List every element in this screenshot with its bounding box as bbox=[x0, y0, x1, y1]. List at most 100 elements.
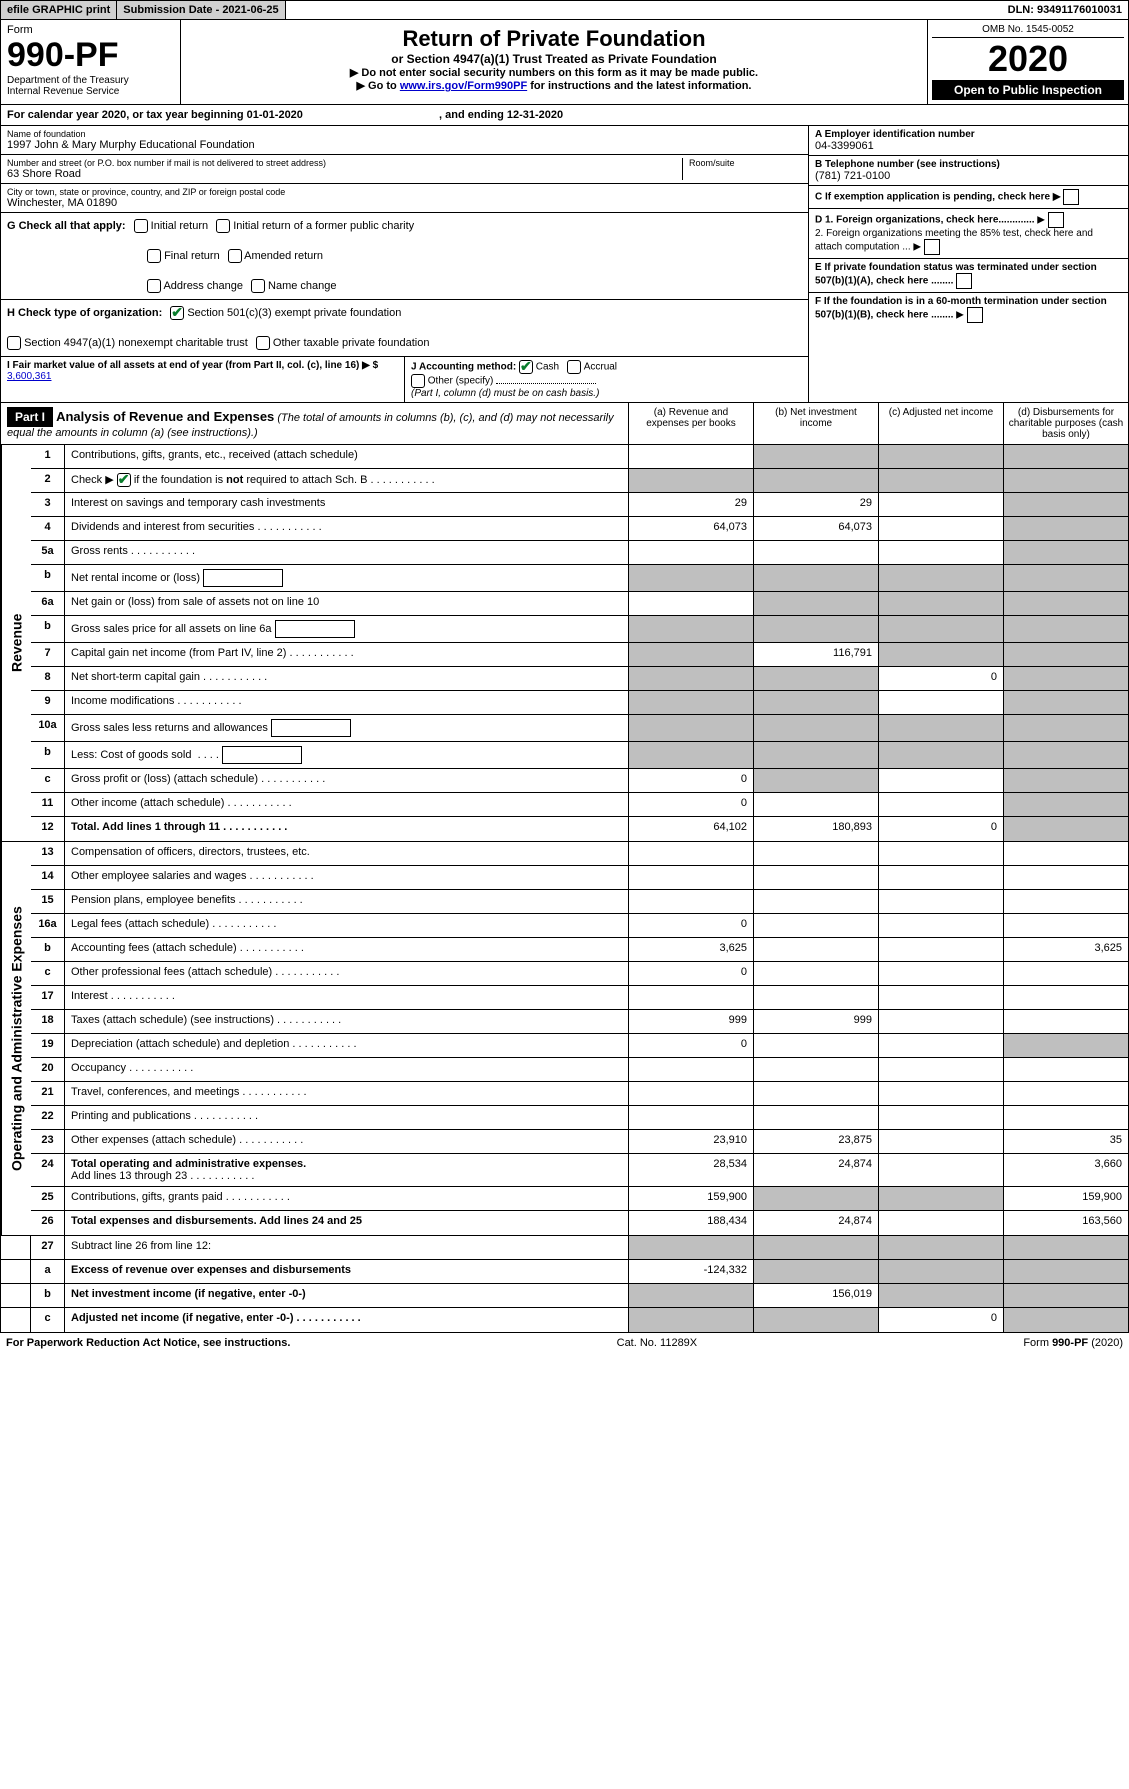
chk-exemption-pending[interactable] bbox=[1063, 189, 1079, 205]
r16a-desc: Legal fees (attach schedule) bbox=[65, 914, 628, 937]
f-label: F If the foundation is in a 60-month ter… bbox=[815, 296, 1107, 321]
h-opt-1: Section 501(c)(3) exempt private foundat… bbox=[187, 307, 401, 319]
chk-name-change[interactable] bbox=[251, 279, 265, 293]
r22-num: 22 bbox=[31, 1106, 65, 1129]
r3-desc: Interest on savings and temporary cash i… bbox=[65, 493, 628, 516]
r5b-desc: Net rental income or (loss) bbox=[65, 565, 628, 591]
form-label: Form bbox=[7, 24, 174, 36]
d1-label: D 1. Foreign organizations, check here..… bbox=[815, 215, 1035, 226]
r18-a: 999 bbox=[628, 1010, 753, 1033]
part1-desc: Part I Analysis of Revenue and Expenses … bbox=[1, 403, 628, 444]
r12-c: 0 bbox=[878, 817, 1003, 841]
tel-label: B Telephone number (see instructions) bbox=[815, 159, 1122, 170]
foundation-name: 1997 John & Mary Murphy Educational Foun… bbox=[7, 139, 802, 151]
top-bar: efile GRAPHIC print Submission Date - 20… bbox=[0, 0, 1129, 20]
r23-desc: Other expenses (attach schedule) bbox=[65, 1130, 628, 1153]
chk-final-return[interactable] bbox=[147, 249, 161, 263]
chk-other-method[interactable] bbox=[411, 374, 425, 388]
chk-address-change[interactable] bbox=[147, 279, 161, 293]
submission-date: Submission Date - 2021-06-25 bbox=[117, 1, 285, 19]
r4-a: 64,073 bbox=[628, 517, 753, 540]
r19-a: 0 bbox=[628, 1034, 753, 1057]
r14-desc: Other employee salaries and wages bbox=[65, 866, 628, 889]
r13-num: 13 bbox=[31, 842, 65, 865]
chk-amended-return[interactable] bbox=[228, 249, 242, 263]
r27a-desc: Excess of revenue over expenses and disb… bbox=[65, 1260, 628, 1283]
chk-status-terminated[interactable] bbox=[956, 273, 972, 289]
chk-501c3[interactable] bbox=[170, 306, 184, 320]
address: 63 Shore Road bbox=[7, 168, 682, 180]
h-label: H Check type of organization: bbox=[7, 307, 162, 319]
section-c: C If exemption application is pending, c… bbox=[809, 186, 1128, 209]
chk-cash[interactable] bbox=[519, 360, 533, 374]
r16b-a: 3,625 bbox=[628, 938, 753, 961]
r21-desc: Travel, conferences, and meetings bbox=[65, 1082, 628, 1105]
form-subtitle: or Section 4947(a)(1) Trust Treated as P… bbox=[187, 52, 921, 66]
r7-num: 7 bbox=[31, 643, 65, 666]
r4-b: 64,073 bbox=[753, 517, 878, 540]
r26-b: 24,874 bbox=[753, 1211, 878, 1235]
r8-c: 0 bbox=[878, 667, 1003, 690]
r19-desc: Depreciation (attach schedule) and deple… bbox=[65, 1034, 628, 1057]
r12-desc: Total. Add lines 1 through 11 bbox=[65, 817, 628, 841]
tel-cell: B Telephone number (see instructions) (7… bbox=[809, 156, 1128, 186]
r3-num: 3 bbox=[31, 493, 65, 516]
r16b-num: b bbox=[31, 938, 65, 961]
r16b-d: 3,625 bbox=[1003, 938, 1128, 961]
city-label: City or town, state or province, country… bbox=[7, 187, 802, 197]
calendar-year-row: For calendar year 2020, or tax year begi… bbox=[0, 105, 1129, 126]
section-j: J Accounting method: Cash Accrual Other … bbox=[405, 357, 808, 402]
r6a-num: 6a bbox=[31, 592, 65, 615]
chk-initial-former[interactable] bbox=[216, 219, 230, 233]
info-right: A Employer identification number 04-3399… bbox=[808, 126, 1128, 402]
chk-60-month[interactable] bbox=[967, 307, 983, 323]
r25-a: 159,900 bbox=[628, 1187, 753, 1210]
r27c-num: c bbox=[31, 1308, 65, 1332]
r25-d: 159,900 bbox=[1003, 1187, 1128, 1210]
expenses-section: Operating and Administrative Expenses 13… bbox=[0, 842, 1129, 1236]
irs-link[interactable]: www.irs.gov/Form990PF bbox=[400, 80, 527, 92]
col-d-hdr: (d) Disbursements for charitable purpose… bbox=[1003, 403, 1128, 444]
cal-end: , and ending 12-31-2020 bbox=[439, 109, 563, 121]
r27b-b: 156,019 bbox=[753, 1284, 878, 1307]
r16c-a: 0 bbox=[628, 962, 753, 985]
tel: (781) 721-0100 bbox=[815, 170, 1122, 182]
open-inspection: Open to Public Inspection bbox=[932, 80, 1124, 100]
page-footer: For Paperwork Reduction Act Notice, see … bbox=[0, 1333, 1129, 1353]
r26-desc: Total expenses and disbursements. Add li… bbox=[65, 1211, 628, 1235]
chk-initial-return[interactable] bbox=[134, 219, 148, 233]
omb-number: OMB No. 1545-0052 bbox=[932, 24, 1124, 38]
chk-foreign-85[interactable] bbox=[924, 239, 940, 255]
r7-b: 116,791 bbox=[753, 643, 878, 666]
g-opt-5: Name change bbox=[268, 280, 337, 292]
r27a-a: -124,332 bbox=[628, 1260, 753, 1283]
r22-desc: Printing and publications bbox=[65, 1106, 628, 1129]
address-cell: Number and street (or P.O. box number if… bbox=[1, 155, 808, 184]
r15-num: 15 bbox=[31, 890, 65, 913]
r24-b: 24,874 bbox=[753, 1154, 878, 1186]
r24-a: 28,534 bbox=[628, 1154, 753, 1186]
r6b-desc: Gross sales price for all assets on line… bbox=[65, 616, 628, 642]
instr-ssn: ▶ Do not enter social security numbers o… bbox=[187, 66, 921, 79]
r2-num: 2 bbox=[31, 469, 65, 492]
i-value[interactable]: 3,600,361 bbox=[7, 371, 52, 382]
r3-a: 29 bbox=[628, 493, 753, 516]
r12-b: 180,893 bbox=[753, 817, 878, 841]
r3-b: 29 bbox=[753, 493, 878, 516]
city-cell: City or town, state or province, country… bbox=[1, 184, 808, 213]
header-left: Form 990-PF Department of the Treasury I… bbox=[1, 20, 181, 104]
foundation-name-label: Name of foundation bbox=[7, 129, 802, 139]
chk-4947a1[interactable] bbox=[7, 336, 21, 350]
chk-other-taxable[interactable] bbox=[256, 336, 270, 350]
chk-accrual[interactable] bbox=[567, 360, 581, 374]
r10b-num: b bbox=[31, 742, 65, 768]
r8-num: 8 bbox=[31, 667, 65, 690]
chk-sch-b[interactable] bbox=[117, 473, 131, 487]
i-label: I Fair market value of all assets at end… bbox=[7, 360, 378, 371]
j-label: J Accounting method: bbox=[411, 362, 516, 373]
r9-desc: Income modifications bbox=[65, 691, 628, 714]
g-label: G Check all that apply: bbox=[7, 220, 126, 232]
r24-d: 3,660 bbox=[1003, 1154, 1128, 1186]
chk-foreign-org[interactable] bbox=[1048, 212, 1064, 228]
r24-desc: Total operating and administrative expen… bbox=[65, 1154, 628, 1186]
